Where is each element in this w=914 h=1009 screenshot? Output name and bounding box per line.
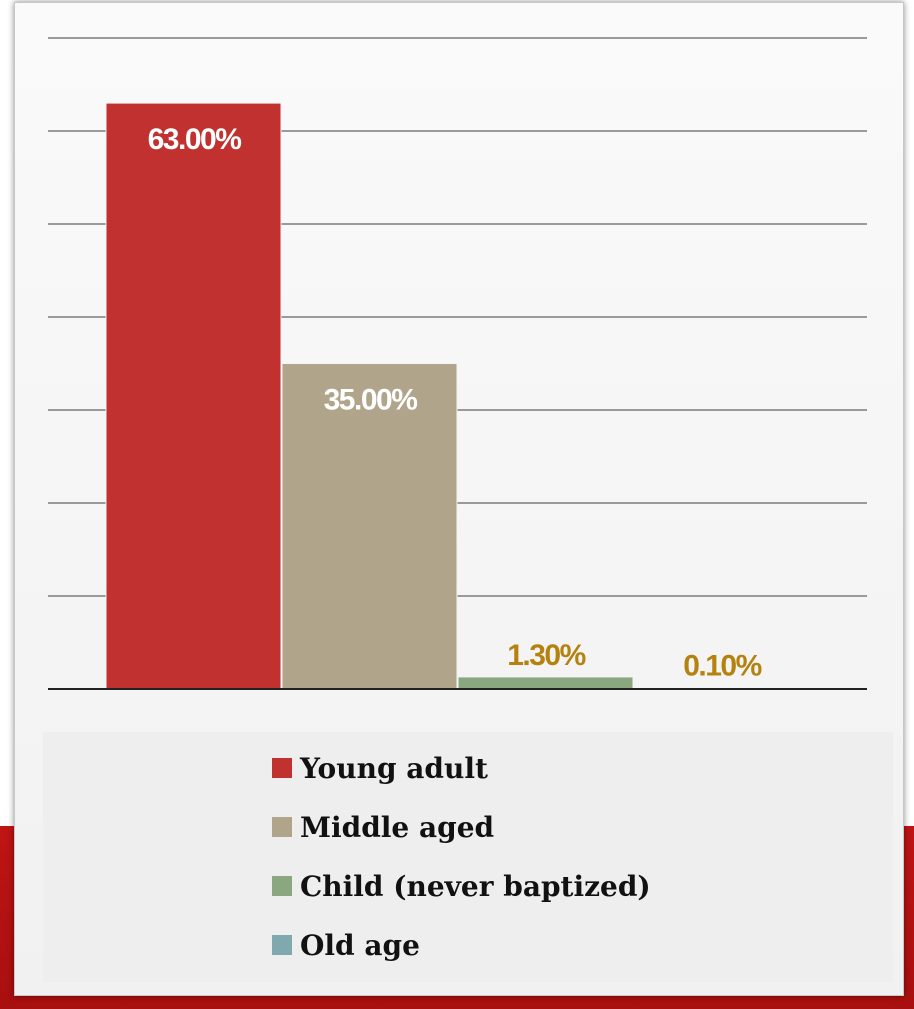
data-label-old-age: 0.10% — [683, 650, 761, 683]
bar-young-adult — [105, 102, 282, 690]
legend-item-middle-aged: Middle aged — [272, 809, 494, 845]
legend-swatch-middle-aged — [272, 817, 292, 837]
bars — [105, 102, 810, 690]
legend-swatch-young-adult — [272, 758, 292, 778]
bar-middle-aged — [281, 363, 458, 690]
legend-label-young-adult: Young adult — [300, 751, 488, 785]
data-label-middle-aged: 35.00% — [324, 384, 418, 417]
legend-item-young-adult: Young adult — [272, 750, 488, 786]
legend-label-old-age: Old age — [300, 928, 420, 962]
data-label-young-adult: 63.00% — [148, 123, 242, 156]
legend-item-old-age: Old age — [272, 927, 420, 963]
legend: Young adult Middle aged Child (never bap… — [43, 732, 893, 982]
bar-child — [457, 676, 634, 690]
data-label-child: 1.30% — [507, 639, 585, 672]
legend-item-child: Child (never baptized) — [272, 868, 651, 904]
legend-label-child: Child (never baptized) — [300, 869, 651, 903]
data-labels: 63.00% 35.00% 1.30% 0.10% — [148, 123, 763, 683]
legend-swatch-child — [272, 876, 292, 896]
legend-label-middle-aged: Middle aged — [300, 810, 495, 844]
legend-swatch-old-age — [272, 935, 292, 955]
